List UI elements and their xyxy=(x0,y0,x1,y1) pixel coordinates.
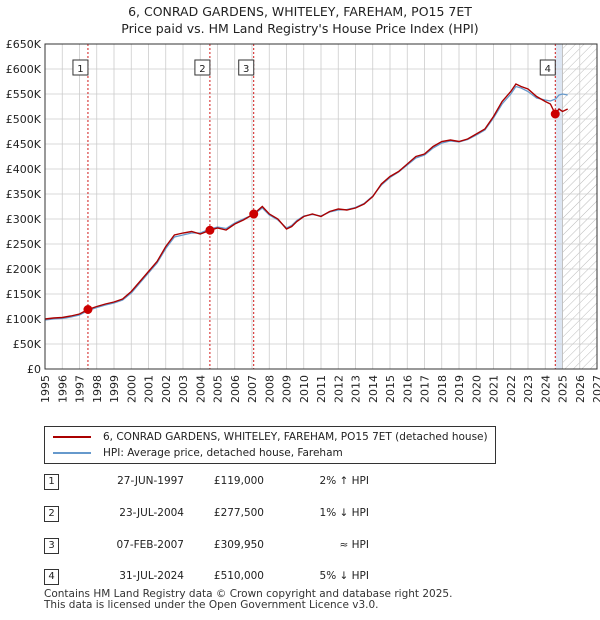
y-tick-label: £300K xyxy=(6,213,42,226)
sale-marker-label: 1 xyxy=(77,64,83,75)
sale-price: £510,000 xyxy=(213,570,264,582)
x-tick-label: 2016 xyxy=(401,375,414,403)
x-tick-label: 2019 xyxy=(453,375,466,403)
sale-marker-box xyxy=(238,59,255,76)
sale-price: £309,950 xyxy=(213,539,264,551)
sale-row: 1 27-JUN-1997 £119,000 2% ↑ HPI xyxy=(44,474,404,490)
sale-marker-label: 3 xyxy=(243,64,249,75)
sale-date: 31-JUL-2024 xyxy=(119,570,184,582)
x-tick-label: 2000 xyxy=(125,375,138,403)
y-tick-label: £100K xyxy=(6,313,42,326)
x-tick-label: 2021 xyxy=(488,375,501,403)
x-tick-label: 2022 xyxy=(505,375,518,403)
x-tick-label: 2001 xyxy=(143,375,156,403)
chart-title-line2: Price paid vs. HM Land Registry's House … xyxy=(121,21,479,36)
sale-marker-box xyxy=(72,59,89,76)
x-tick-label: 1999 xyxy=(108,375,121,403)
x-tick-label: 2007 xyxy=(246,375,259,403)
legend-item-property: 6, CONRAD GARDENS, WHITELEY, FAREHAM, PO… xyxy=(53,429,488,445)
y-tick-label: £400K xyxy=(6,163,42,176)
sale-point xyxy=(249,209,259,219)
x-tick-label: 2009 xyxy=(281,375,294,403)
sale-number: 4 xyxy=(44,569,59,585)
y-tick-label: £50K xyxy=(13,338,42,351)
x-tick-label: 2008 xyxy=(263,375,276,403)
x-tick-label: 2023 xyxy=(522,375,535,403)
property-series-line xyxy=(44,83,569,320)
chart-title: 6, CONRAD GARDENS, WHITELEY, FAREHAM, PO… xyxy=(0,3,600,37)
footer: Contains HM Land Registry data © Crown c… xyxy=(44,589,452,611)
x-tick-label: 2004 xyxy=(194,375,207,403)
legend-label-hpi: HPI: Average price, detached house, Fare… xyxy=(103,447,343,459)
legend-item-hpi: HPI: Average price, detached house, Fare… xyxy=(53,445,343,461)
sale-row: 4 31-JUL-2024 £510,000 5% ↓ HPI xyxy=(44,569,404,585)
sale-marker-label: 4 xyxy=(545,64,551,75)
legend-swatch-property xyxy=(53,436,91,438)
sale-hpi-comparison: 2% ↑ HPI xyxy=(319,475,369,487)
y-tick-label: £600K xyxy=(6,63,42,76)
x-tick-label: 2017 xyxy=(419,375,432,403)
x-tick-label: 2006 xyxy=(229,375,242,403)
x-tick-label: 2018 xyxy=(436,375,449,403)
x-tick-label: 2015 xyxy=(384,375,397,403)
y-tick-label: £550K xyxy=(6,88,42,101)
y-tick-label: £0 xyxy=(27,363,41,376)
x-tick-label: 2020 xyxy=(470,375,483,403)
y-tick-label: £150K xyxy=(6,288,42,301)
y-tick-label: £500K xyxy=(6,113,42,126)
y-tick-label: £350K xyxy=(6,188,42,201)
sale-marker-box xyxy=(194,59,211,76)
x-tick-label: 1998 xyxy=(91,375,104,403)
x-tick-label: 2014 xyxy=(367,375,380,403)
x-tick-label: 2012 xyxy=(332,375,345,403)
price-chart: £0 £50K £100K £150K £200K £250K £300K £350K £400… xyxy=(6,38,600,403)
x-tick-label: 1997 xyxy=(74,375,87,403)
x-tick-label: 2026 xyxy=(574,375,587,403)
sale-marker-box xyxy=(539,59,556,76)
x-tick-label: 1995 xyxy=(39,375,52,403)
x-tick-label: 2024 xyxy=(539,375,552,403)
x-tick-label: 1996 xyxy=(56,375,69,403)
legend-swatch-hpi xyxy=(53,452,91,454)
x-tick-label: 2005 xyxy=(212,375,225,403)
sale-point xyxy=(550,109,560,119)
sale-date: 27-JUN-1997 xyxy=(117,475,184,487)
sale-number: 1 xyxy=(44,474,59,490)
sale-price: £277,500 xyxy=(213,507,264,519)
sale-date: 23-JUL-2004 xyxy=(119,507,184,519)
y-tick-label: £450K xyxy=(6,138,42,151)
footer-licence: This data is licensed under the Open Gov… xyxy=(44,599,379,611)
sale-hpi-comparison: 1% ↓ HPI xyxy=(319,507,369,519)
plot-frame xyxy=(44,43,598,370)
sale-hpi-comparison: 5% ↓ HPI xyxy=(319,570,369,582)
y-tick-label: £200K xyxy=(6,263,42,276)
y-tick-label: £250K xyxy=(6,238,42,251)
hpi-only-region xyxy=(555,44,563,369)
sale-row: 2 23-JUL-2004 £277,500 1% ↓ HPI xyxy=(44,506,404,522)
sale-date: 07-FEB-2007 xyxy=(116,539,184,551)
x-tick-label: 2003 xyxy=(177,375,190,403)
x-tick-label: 2011 xyxy=(315,375,328,403)
legend-label-property: 6, CONRAD GARDENS, WHITELEY, FAREHAM, PO… xyxy=(103,431,488,443)
sale-number: 2 xyxy=(44,506,59,522)
legend: 6, CONRAD GARDENS, WHITELEY, FAREHAM, PO… xyxy=(44,426,496,464)
x-tick-label: 2027 xyxy=(591,375,600,403)
y-tick-label: £650K xyxy=(6,38,42,51)
x-tick-label: 2002 xyxy=(160,375,173,403)
sale-point xyxy=(83,305,93,314)
sale-number: 3 xyxy=(44,538,59,554)
x-tick-label: 2025 xyxy=(557,375,570,403)
sale-row: 3 07-FEB-2007 £309,950 ≈ HPI xyxy=(44,538,404,554)
x-tick-label: 2010 xyxy=(298,375,311,403)
chart-title-line1: 6, CONRAD GARDENS, WHITELEY, FAREHAM, PO… xyxy=(128,4,472,19)
x-tick-label: 2013 xyxy=(350,375,363,403)
sale-hpi-comparison: ≈ HPI xyxy=(339,539,369,551)
sale-point xyxy=(205,225,215,235)
sale-price: £119,000 xyxy=(213,475,264,487)
sale-marker-label: 2 xyxy=(199,64,205,75)
footer-copyright: Contains HM Land Registry data © Crown c… xyxy=(44,588,453,600)
